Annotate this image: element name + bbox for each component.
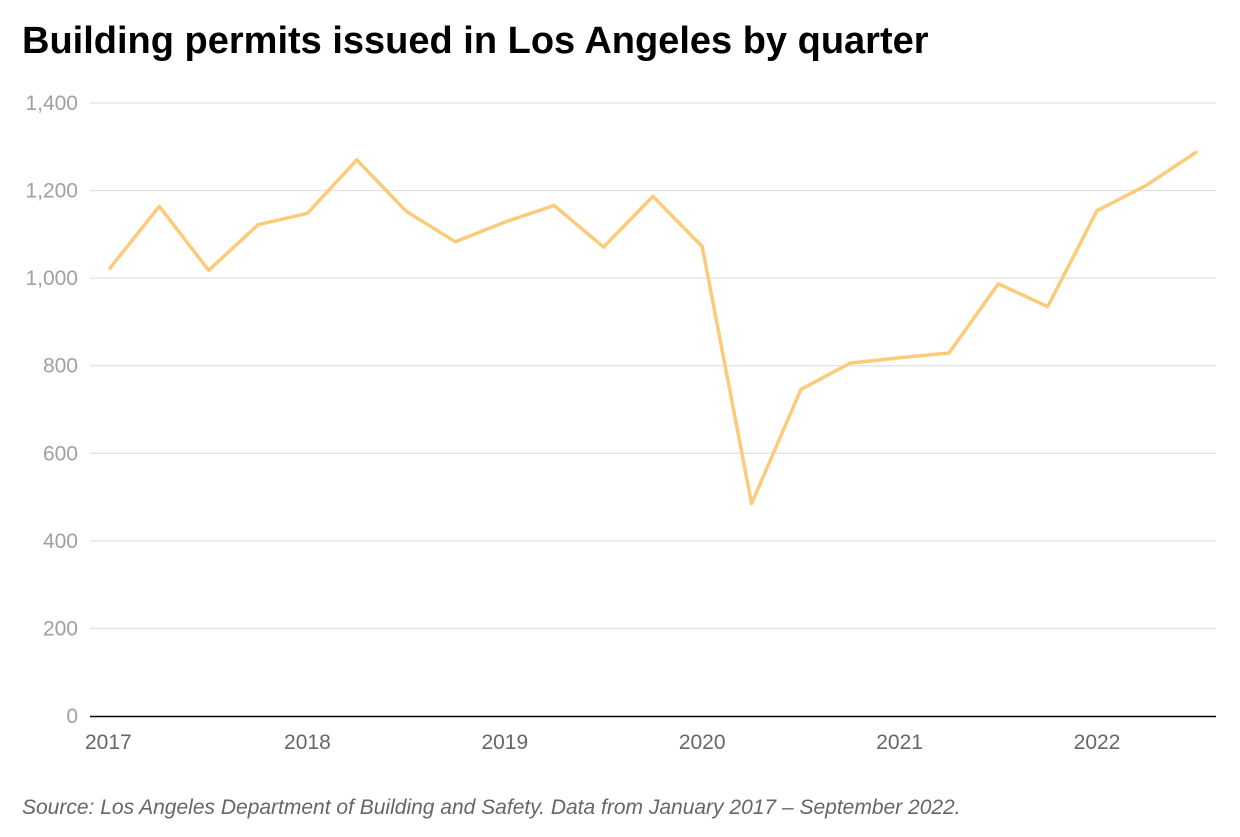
y-tick-label: 800 [43, 355, 78, 378]
x-tick-label: 2017 [85, 731, 132, 754]
data-point [947, 351, 951, 355]
source-note: Source: Los Angeles Department of Buildi… [22, 796, 961, 819]
y-axis-ticks: 0 200 400 600 800 1,000 1,200 1,400 [25, 92, 78, 728]
data-point [700, 245, 704, 249]
data-point [355, 158, 359, 162]
y-tick-label: 1,400 [25, 92, 78, 115]
data-point [404, 209, 408, 213]
y-tick-label: 600 [43, 442, 78, 465]
data-point [305, 211, 309, 215]
x-axis-ticks: 2017 2018 2019 2020 2021 2022 [85, 731, 1120, 754]
y-tick-label: 0 [66, 705, 78, 728]
data-point [1194, 150, 1198, 155]
data-point [108, 266, 112, 270]
data-point [898, 356, 902, 360]
data-point [1144, 183, 1148, 187]
data-point [552, 203, 556, 208]
x-tick-label: 2019 [481, 731, 528, 754]
gridlines [90, 102, 1216, 630]
data-point [601, 245, 606, 249]
x-tick-label: 2021 [876, 731, 923, 754]
series-line [108, 150, 1198, 506]
data-point [256, 223, 260, 227]
data-point [1095, 209, 1099, 213]
data-point [749, 502, 754, 506]
y-tick-label: 1,200 [25, 180, 78, 203]
data-point [996, 282, 1000, 286]
data-point [651, 194, 655, 198]
data-point [157, 204, 161, 208]
y-tick-label: 400 [43, 530, 78, 553]
data-point [848, 361, 852, 365]
y-tick-label: 1,000 [25, 267, 78, 290]
data-point [453, 240, 458, 244]
x-tick-label: 2018 [284, 731, 331, 754]
y-tick-label: 200 [43, 617, 78, 640]
data-point [207, 268, 211, 272]
x-tick-label: 2022 [1074, 731, 1121, 754]
data-point [799, 387, 803, 391]
x-tick-label: 2020 [679, 731, 726, 754]
series-line-group [108, 150, 1198, 506]
data-point [503, 220, 507, 224]
chart-title: Building permits issued in Los Angeles b… [22, 20, 929, 62]
data-point [1046, 305, 1050, 309]
